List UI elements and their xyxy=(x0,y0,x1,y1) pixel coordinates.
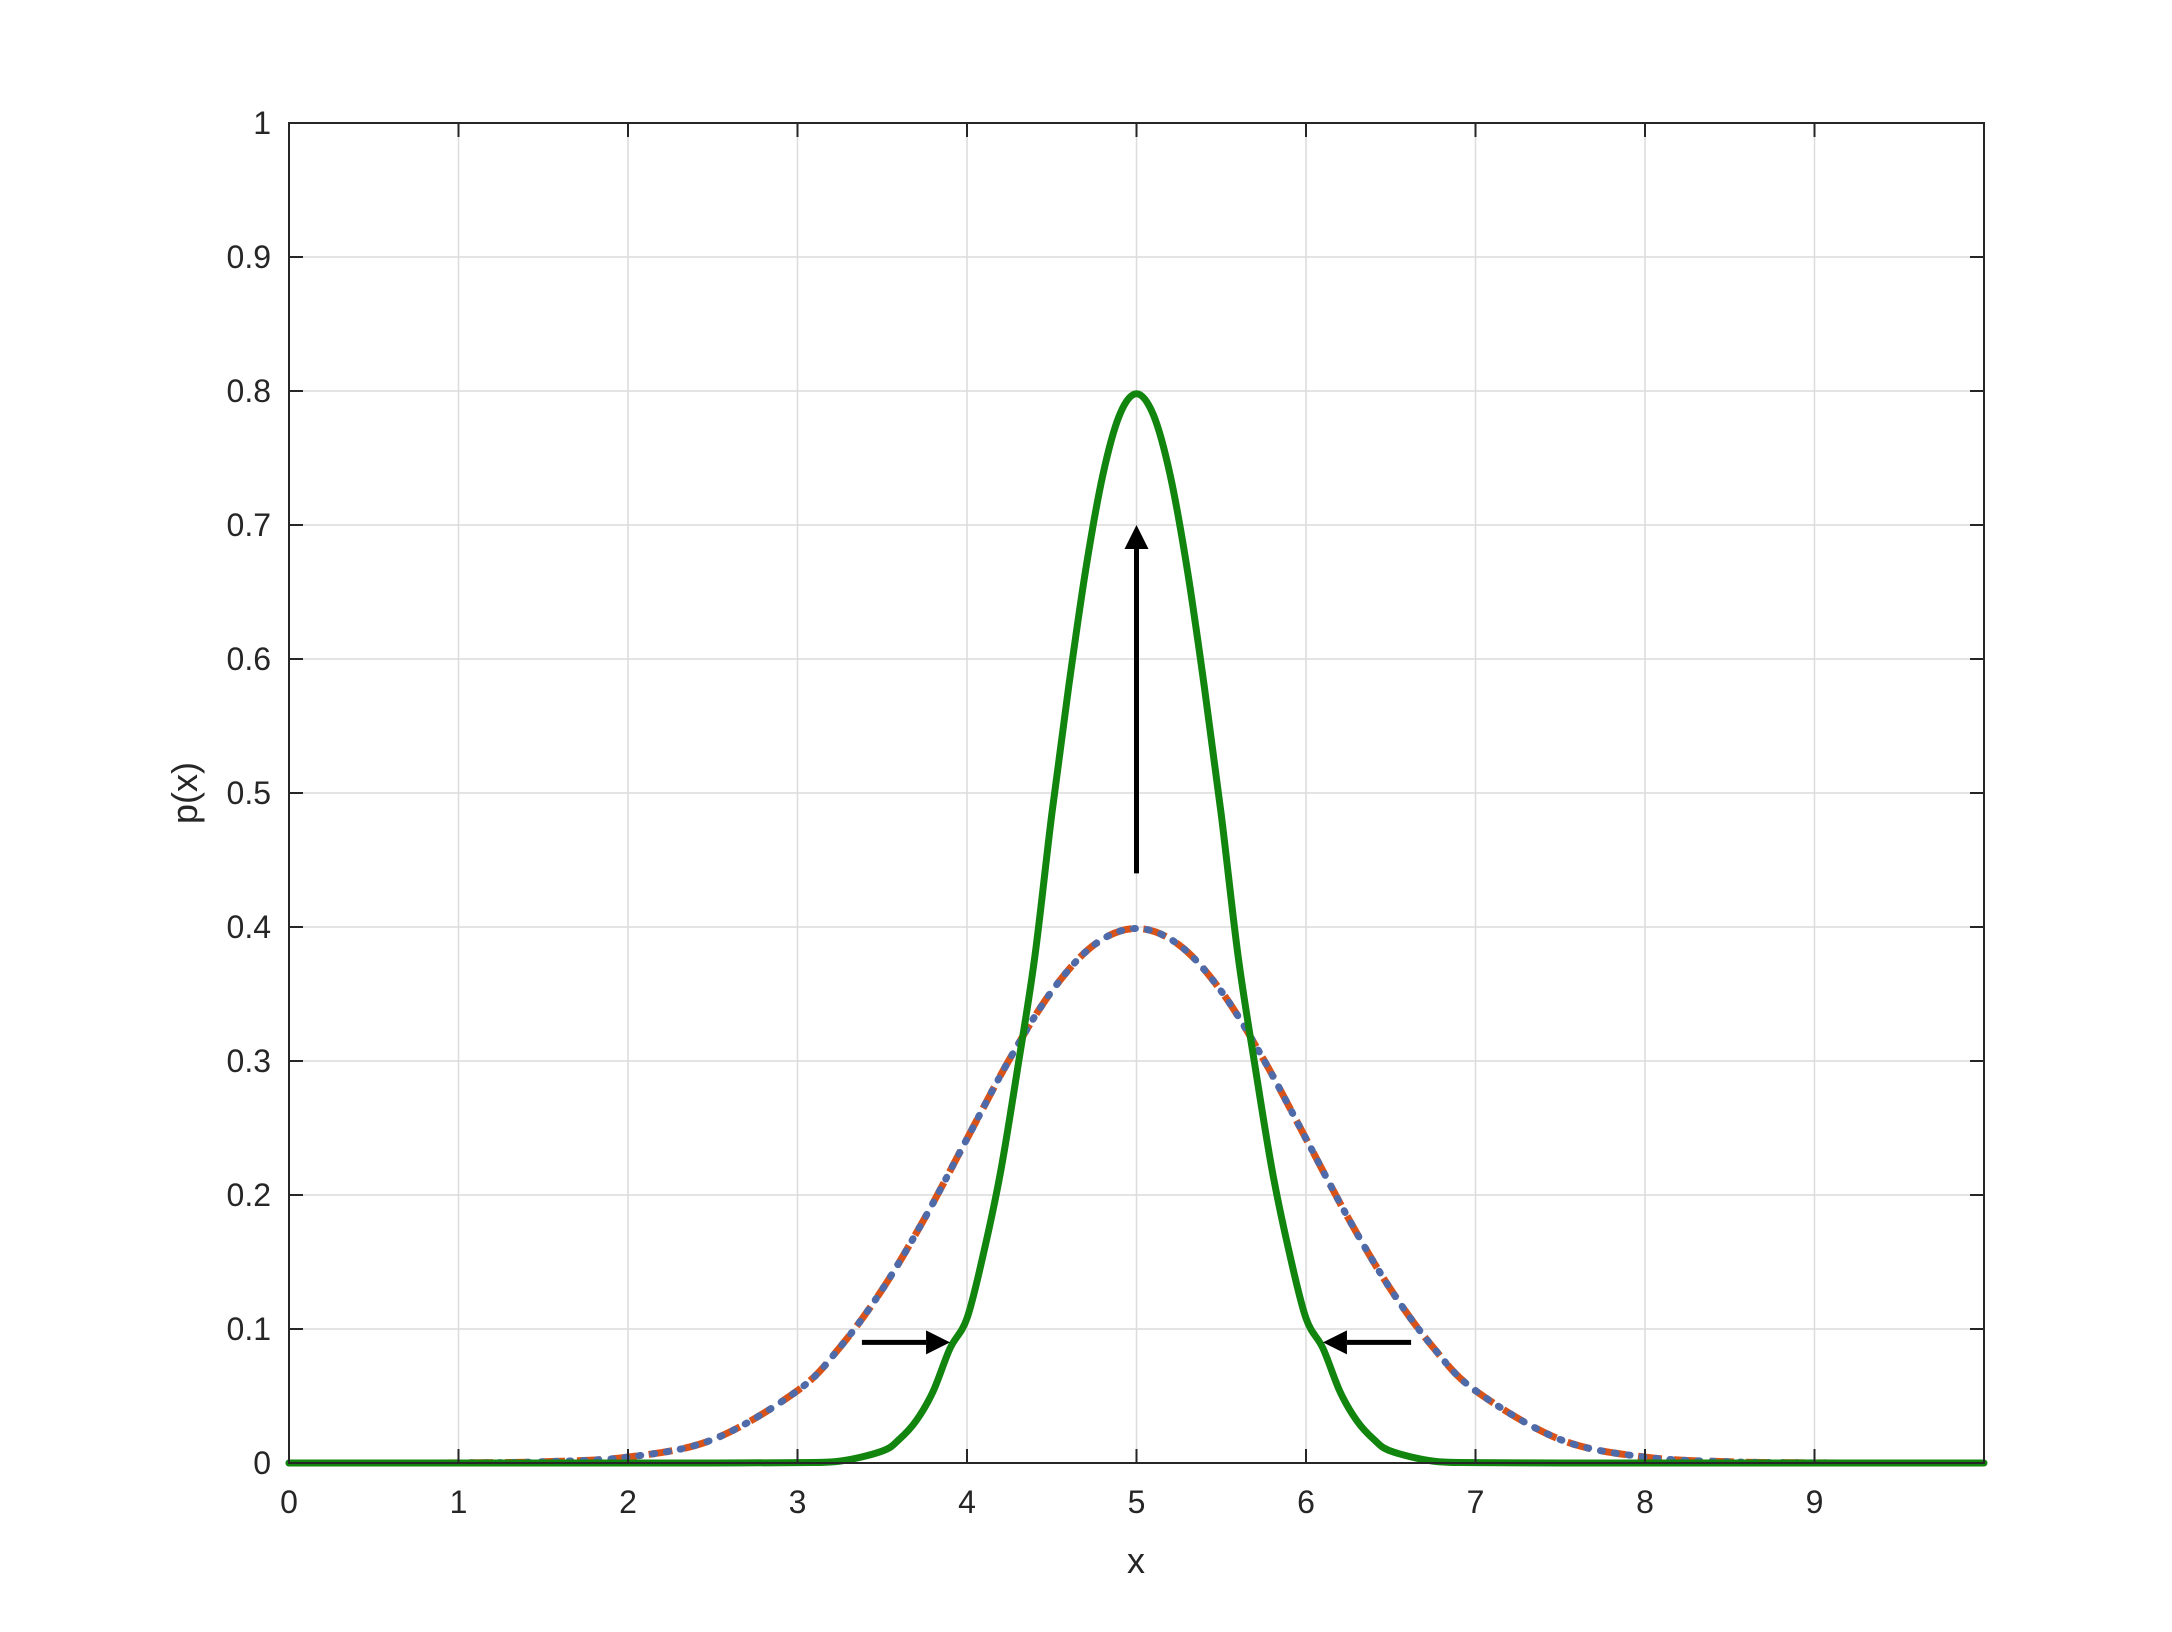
arrow-head xyxy=(926,1330,951,1355)
x-tick-label: 5 xyxy=(1128,1484,1146,1520)
arrow-head xyxy=(1124,525,1149,549)
series-layer xyxy=(285,390,1988,1467)
x-tick-label: 2 xyxy=(619,1484,637,1520)
y-axis-label: p(x) xyxy=(164,762,205,824)
annotation-arrow-2 xyxy=(861,1330,951,1355)
x-tick-label: 8 xyxy=(1636,1484,1654,1520)
x-tick-label: 6 xyxy=(1297,1484,1315,1520)
tick-layer: 0 1 2 3 4 5 6 7 8 9 0 0.1 0.2 0.3 0.4 0.5 0.6 0.7 0.8 0.9 1 xyxy=(227,105,1984,1520)
annotation-arrow-1 xyxy=(1124,525,1149,874)
x-tick-label: 3 xyxy=(789,1484,807,1520)
x-tick-label: 0 xyxy=(280,1484,298,1520)
y-tick-label: 0.1 xyxy=(227,1311,271,1347)
y-tick-label: 1 xyxy=(253,105,271,141)
y-tick-label: 0.9 xyxy=(227,239,271,275)
y-tick-label: 0.5 xyxy=(227,775,271,811)
series-line-3 xyxy=(285,390,1988,1467)
x-tick-label: 1 xyxy=(450,1484,468,1520)
y-tick-label: 0.8 xyxy=(227,373,271,409)
x-axis-label: x xyxy=(1127,1540,1145,1581)
series-line-2 xyxy=(285,924,1988,1467)
x-tick-label: 9 xyxy=(1806,1484,1824,1520)
x-tick-label: 7 xyxy=(1467,1484,1485,1520)
arrow-head xyxy=(1322,1330,1347,1355)
y-tick-label: 0.3 xyxy=(227,1043,271,1079)
annotation-arrow-3 xyxy=(1322,1330,1412,1355)
y-tick-label: 0.2 xyxy=(227,1177,271,1213)
x-tick-label: 4 xyxy=(958,1484,976,1520)
y-tick-label: 0.4 xyxy=(227,909,271,945)
annotation-layer xyxy=(861,525,1412,1355)
y-tick-label: 0 xyxy=(253,1445,271,1481)
y-tick-label: 0.7 xyxy=(227,507,271,543)
y-tick-label: 0.6 xyxy=(227,641,271,677)
